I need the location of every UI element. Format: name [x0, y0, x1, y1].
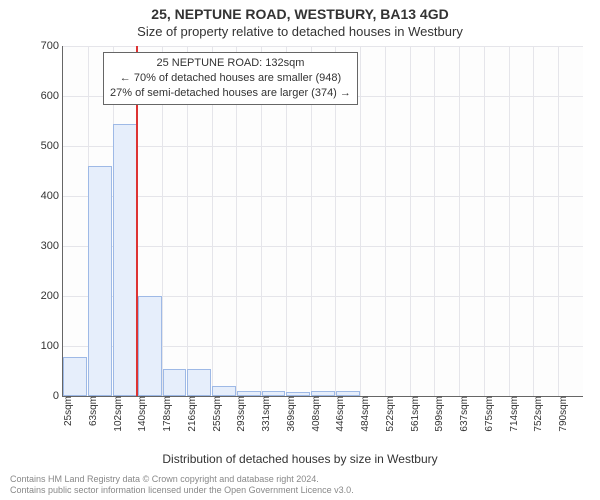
gridline-h	[63, 146, 583, 147]
x-axis-label: Distribution of detached houses by size …	[0, 452, 600, 466]
x-tick: 714sqm	[509, 396, 520, 432]
bar	[63, 357, 87, 396]
gridline-v	[558, 46, 559, 396]
y-tick: 700	[41, 40, 59, 52]
y-tick: 500	[41, 140, 59, 152]
x-tick: 178sqm	[162, 396, 173, 432]
annotation-box: 25 NEPTUNE ROAD: 132sqm← 70% of detached…	[103, 52, 358, 105]
page-title-line1: 25, NEPTUNE ROAD, WESTBURY, BA13 4GD	[0, 6, 600, 22]
x-tick: 599sqm	[434, 396, 445, 432]
x-tick: 293sqm	[236, 396, 247, 432]
x-tick: 255sqm	[212, 396, 223, 432]
annotation-line3: 27% of semi-detached houses are larger (…	[110, 86, 351, 101]
footnote: Contains HM Land Registry data © Crown c…	[10, 474, 590, 497]
x-tick: 637sqm	[459, 396, 470, 432]
bar	[163, 369, 187, 397]
y-tick: 600	[41, 90, 59, 102]
y-tick: 300	[41, 240, 59, 252]
annotation-line1: 25 NEPTUNE ROAD: 132sqm	[110, 56, 351, 71]
page-title-line2: Size of property relative to detached ho…	[0, 24, 600, 39]
x-tick: 331sqm	[261, 396, 272, 432]
bar	[138, 296, 162, 396]
x-tick: 675sqm	[484, 396, 495, 432]
x-tick: 484sqm	[360, 396, 371, 432]
bar	[212, 386, 236, 396]
gridline-v	[360, 46, 361, 396]
gridline-h	[63, 46, 583, 47]
x-tick: 522sqm	[385, 396, 396, 432]
chart-plot-area: 010020030040050060070025sqm63sqm102sqm14…	[62, 46, 583, 397]
y-tick: 0	[53, 390, 59, 402]
x-tick: 561sqm	[410, 396, 421, 432]
x-tick: 408sqm	[311, 396, 322, 432]
x-tick: 140sqm	[137, 396, 148, 432]
gridline-v	[410, 46, 411, 396]
gridline-v	[509, 46, 510, 396]
bar	[113, 124, 137, 397]
bar	[88, 166, 112, 396]
gridline-v	[385, 46, 386, 396]
footnote-line1: Contains HM Land Registry data © Crown c…	[10, 474, 319, 484]
y-tick: 400	[41, 190, 59, 202]
x-tick: 369sqm	[286, 396, 297, 432]
x-tick: 25sqm	[63, 396, 74, 426]
gridline-v	[434, 46, 435, 396]
gridline-v	[533, 46, 534, 396]
gridline-h	[63, 196, 583, 197]
x-tick: 752sqm	[533, 396, 544, 432]
gridline-h	[63, 246, 583, 247]
y-tick: 100	[41, 340, 59, 352]
x-tick: 216sqm	[187, 396, 198, 432]
gridline-v	[459, 46, 460, 396]
gridline-v	[484, 46, 485, 396]
footnote-line2: Contains public sector information licen…	[10, 485, 354, 495]
x-tick: 446sqm	[335, 396, 346, 432]
x-tick: 790sqm	[558, 396, 569, 432]
x-tick: 102sqm	[113, 396, 124, 432]
bar	[187, 369, 211, 397]
y-tick: 200	[41, 290, 59, 302]
x-tick: 63sqm	[88, 396, 99, 426]
annotation-line2: ← 70% of detached houses are smaller (94…	[110, 71, 351, 86]
